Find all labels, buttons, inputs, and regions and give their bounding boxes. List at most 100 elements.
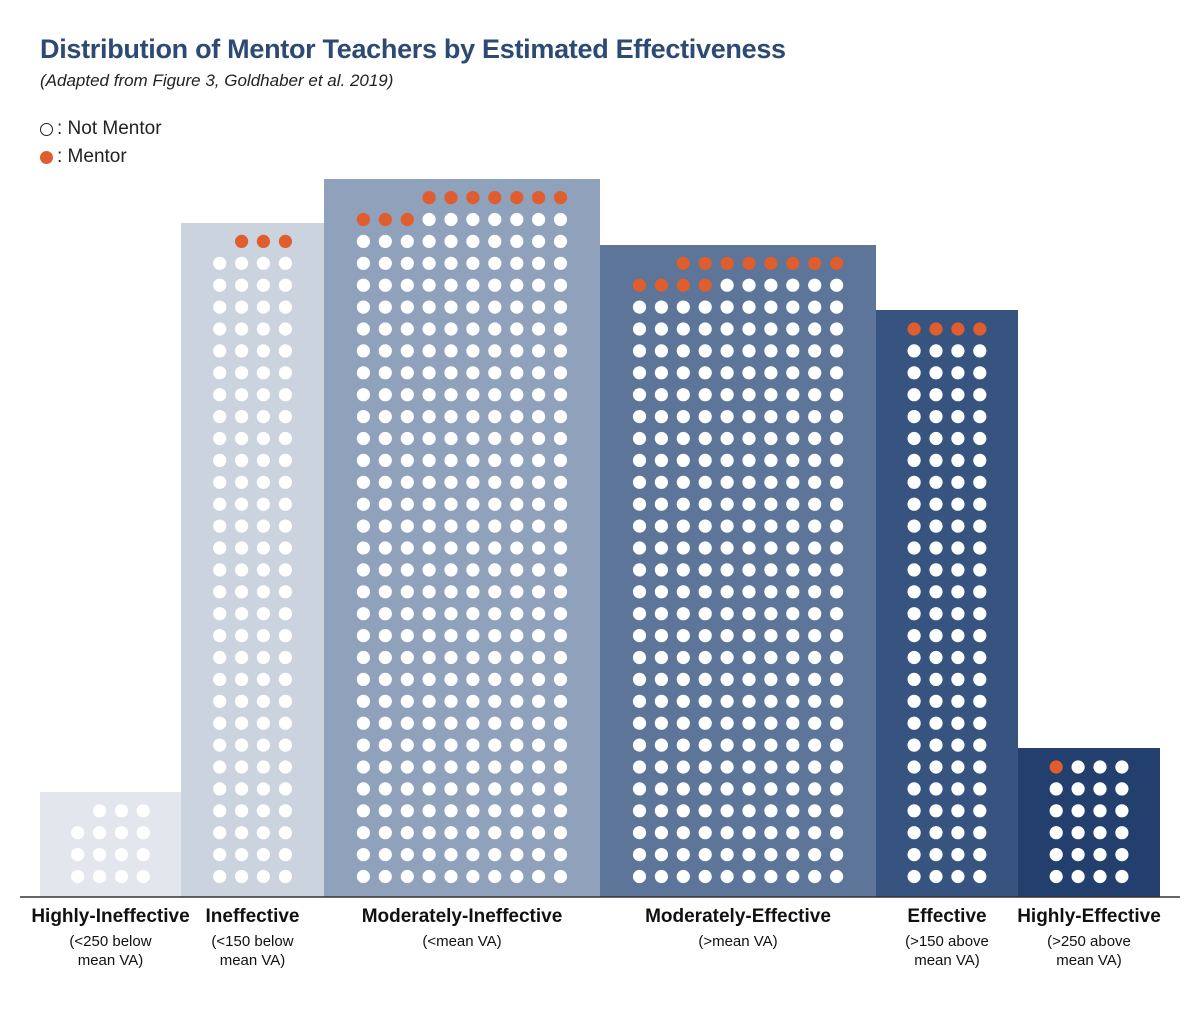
not-mentor-dot [720, 300, 734, 314]
not-mentor-dot [356, 497, 370, 511]
not-mentor-dot [378, 234, 392, 248]
not-mentor-dot [422, 782, 436, 796]
not-mentor-dot [466, 804, 480, 818]
not-mentor-dot [278, 650, 292, 665]
not-mentor-dot [378, 366, 392, 380]
not-mentor-dot [830, 694, 844, 708]
not-mentor-dot [720, 519, 734, 533]
not-mentor-dot [444, 672, 458, 687]
not-mentor-dot [808, 716, 822, 730]
not-mentor-dot [720, 563, 734, 577]
not-mentor-dot [764, 366, 778, 380]
not-mentor-dot [951, 694, 965, 708]
not-mentor-dot [786, 431, 800, 446]
not-mentor-dot [1071, 760, 1085, 774]
not-mentor-dot [400, 453, 414, 467]
not-mentor-dot [764, 760, 778, 774]
not-mentor-dot [422, 629, 436, 643]
not-mentor-dot [278, 738, 292, 752]
not-mentor-dot [907, 804, 921, 818]
not-mentor-dot [742, 650, 756, 665]
not-mentor-dot [786, 869, 800, 884]
not-mentor-dot [830, 388, 844, 402]
not-mentor-dot [256, 388, 270, 402]
not-mentor-dot [907, 585, 921, 599]
not-mentor-dot [1115, 804, 1129, 818]
not-mentor-dot [422, 410, 436, 424]
not-mentor-dot [422, 672, 436, 687]
not-mentor-dot [553, 366, 568, 380]
not-mentor-dot [488, 585, 502, 599]
not-mentor-dot [213, 453, 227, 467]
not-mentor-dot [466, 629, 480, 643]
not-mentor-dot [444, 782, 458, 796]
not-mentor-dot [698, 650, 712, 665]
not-mentor-dot [378, 256, 392, 270]
not-mentor-dot [466, 607, 480, 621]
not-mentor-dot [830, 322, 844, 336]
not-mentor-dot [213, 300, 227, 314]
not-mentor-dot [830, 344, 844, 358]
not-mentor-dot [698, 410, 712, 424]
not-mentor-dot [256, 716, 270, 730]
not-mentor-dot [235, 869, 249, 884]
not-mentor-dot [907, 388, 921, 402]
not-mentor-dot [654, 322, 669, 336]
not-mentor-dot [632, 541, 647, 555]
mentor-dot [808, 256, 822, 270]
not-mentor-dot [356, 826, 370, 840]
not-mentor-dot [378, 650, 392, 665]
not-mentor-dot [510, 278, 524, 292]
not-mentor-dot [553, 760, 568, 774]
not-mentor-dot [720, 431, 734, 446]
not-mentor-dot [830, 804, 844, 818]
not-mentor-dot [400, 344, 414, 358]
not-mentor-dot [256, 475, 270, 489]
not-mentor-dot [698, 519, 712, 533]
not-mentor-dot [698, 716, 712, 730]
not-mentor-dot [553, 410, 568, 424]
not-mentor-dot [1049, 804, 1063, 818]
not-mentor-dot [444, 278, 458, 292]
not-mentor-dot [632, 760, 647, 774]
not-mentor-dot [698, 497, 712, 511]
not-mentor-dot [510, 212, 524, 227]
not-mentor-dot [256, 760, 270, 774]
not-mentor-dot [278, 410, 292, 424]
mentor-dot [973, 322, 987, 336]
not-mentor-dot [356, 475, 370, 489]
not-mentor-dot [907, 607, 921, 621]
not-mentor-dot [786, 475, 800, 489]
not-mentor-dot [422, 475, 436, 489]
not-mentor-dot [400, 826, 414, 840]
not-mentor-dot [466, 278, 480, 292]
not-mentor-dot [907, 541, 921, 555]
not-mentor-dot [698, 366, 712, 380]
not-mentor-dot [786, 278, 800, 292]
not-mentor-dot [676, 388, 690, 402]
not-mentor-dot [830, 366, 844, 380]
category-sublabel: (<250 below mean VA) [69, 933, 152, 969]
not-mentor-dot [742, 716, 756, 730]
not-mentor-dot [136, 848, 150, 862]
not-mentor-dot [698, 344, 712, 358]
not-mentor-dot [764, 738, 778, 752]
not-mentor-dot [951, 431, 965, 446]
not-mentor-dot [720, 366, 734, 380]
not-mentor-dot [654, 738, 669, 752]
not-mentor-dot [256, 607, 270, 621]
not-mentor-dot [830, 869, 844, 884]
not-mentor-dot [422, 804, 436, 818]
not-mentor-dot [742, 497, 756, 511]
not-mentor-dot [278, 388, 292, 402]
not-mentor-dot [278, 431, 292, 446]
not-mentor-dot [422, 563, 436, 577]
not-mentor-dot [488, 782, 502, 796]
not-mentor-dot [676, 431, 690, 446]
not-mentor-dot [830, 716, 844, 730]
not-mentor-dot [808, 629, 822, 643]
not-mentor-dot [378, 848, 392, 862]
not-mentor-dot [256, 804, 270, 818]
not-mentor-dot [830, 760, 844, 774]
not-mentor-dot [356, 431, 370, 446]
